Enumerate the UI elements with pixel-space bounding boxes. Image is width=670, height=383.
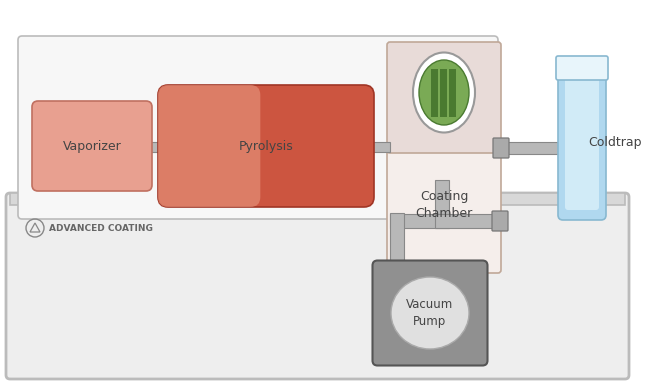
FancyBboxPatch shape (492, 211, 508, 231)
Text: Pyrolysis: Pyrolysis (239, 139, 293, 152)
Bar (450, 69, 456, 116)
FancyBboxPatch shape (6, 193, 629, 379)
FancyBboxPatch shape (556, 56, 608, 80)
FancyBboxPatch shape (565, 75, 599, 210)
Text: Coating
Chamber: Coating Chamber (415, 190, 472, 220)
FancyBboxPatch shape (558, 65, 606, 220)
FancyBboxPatch shape (18, 36, 498, 219)
FancyBboxPatch shape (32, 101, 152, 191)
Text: Vacuum
Pump: Vacuum Pump (407, 298, 454, 328)
Ellipse shape (413, 52, 475, 133)
Ellipse shape (419, 60, 469, 125)
FancyBboxPatch shape (158, 85, 261, 207)
Bar (364, 142, 390, 152)
Bar (146, 142, 168, 152)
Bar (431, 69, 438, 116)
Text: ADVANCED COATING: ADVANCED COATING (49, 224, 153, 232)
FancyBboxPatch shape (373, 260, 488, 365)
Text: Vaporizer: Vaporizer (62, 139, 121, 152)
FancyBboxPatch shape (493, 138, 509, 158)
Ellipse shape (391, 277, 469, 349)
FancyBboxPatch shape (387, 42, 501, 153)
Bar (440, 69, 448, 116)
Bar (390, 214, 449, 228)
Bar (10, 193, 625, 205)
FancyBboxPatch shape (387, 147, 501, 273)
Bar (390, 213, 404, 278)
Bar (435, 180, 449, 228)
Bar (435, 214, 500, 228)
FancyBboxPatch shape (158, 85, 374, 207)
Text: Coldtrap: Coldtrap (588, 136, 642, 149)
Bar (498, 142, 558, 154)
